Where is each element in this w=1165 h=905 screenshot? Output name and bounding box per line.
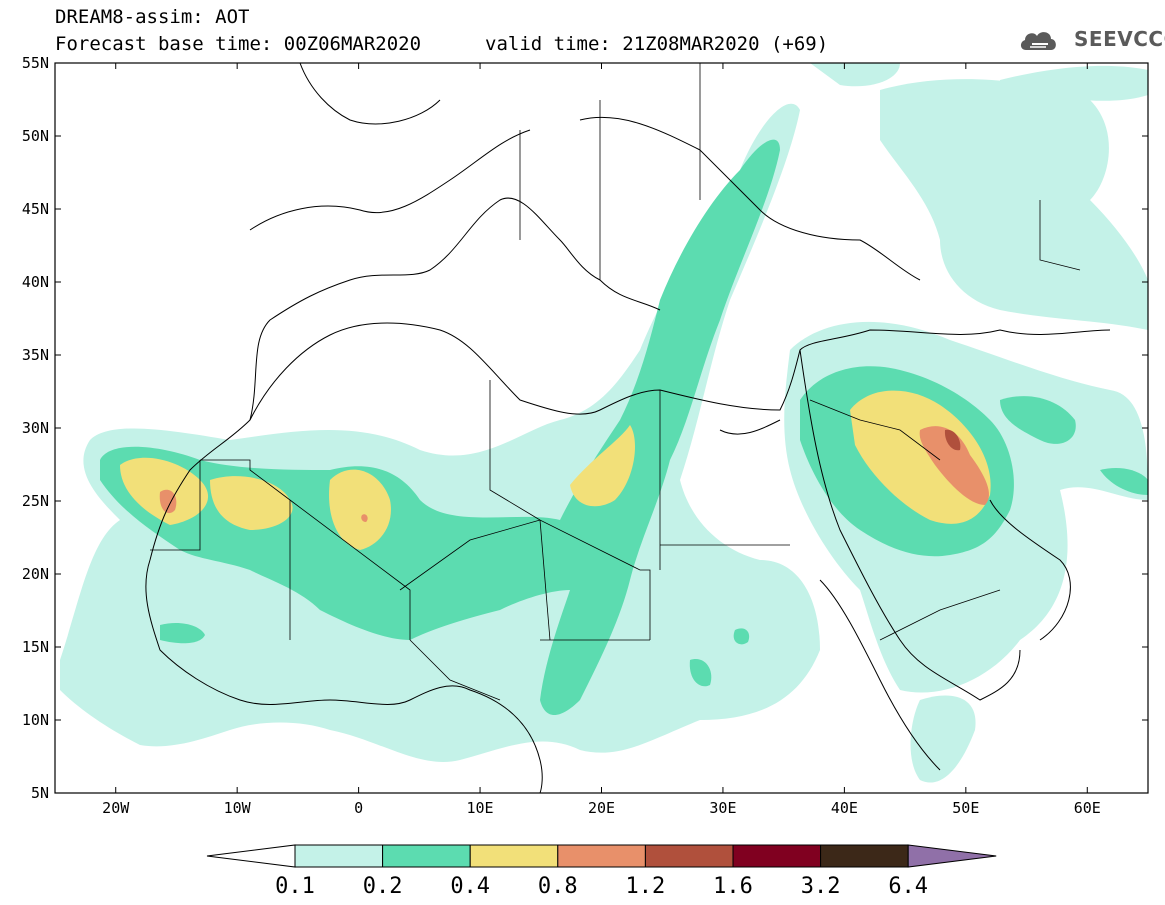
y-tick-label: 45N — [22, 200, 49, 218]
colorbar-label: 0.8 — [538, 874, 578, 899]
cloud-logo-icon — [1020, 32, 1056, 50]
axis-ticks: 20W 10W 0 10E 20E 30E 40E 50E 60E 55N 50N 45N 40N 35N… — [22, 54, 1148, 817]
borders — [150, 63, 1081, 701]
colorbar-label: 3.2 — [801, 874, 841, 899]
y-tick-label: 30N — [22, 419, 49, 437]
y-tick-label: 55N — [22, 54, 49, 72]
y-tick-label: 20N — [22, 565, 49, 583]
y-tick-label: 5N — [31, 784, 49, 802]
map-title: DREAM8-assim: AOT — [55, 6, 250, 28]
aot-shading — [60, 63, 1148, 783]
colorbar-label: 0.4 — [450, 874, 490, 899]
colorbar-swatch — [469, 844, 559, 868]
y-tick-label: 40N — [22, 273, 49, 291]
colorbar: 0.1 0.2 0.4 0.8 1.2 1.6 3.2 6.4 — [206, 844, 997, 899]
aot-level-0-4 — [120, 390, 991, 550]
x-tick-label: 40E — [831, 799, 858, 817]
colorbar-label: 6.4 — [888, 874, 928, 899]
coastlines — [145, 63, 1111, 793]
colorbar-swatch — [382, 844, 471, 868]
y-tick-label: 50N — [22, 127, 49, 145]
colorbar-swatch — [820, 844, 909, 868]
y-tick-label: 25N — [22, 492, 49, 510]
colorbar-low-arrow — [206, 844, 296, 868]
colorbar-label: 1.2 — [626, 874, 666, 899]
x-tick-label: 30E — [709, 799, 736, 817]
x-tick-label: 10E — [467, 799, 494, 817]
colorbar-swatch — [732, 844, 822, 868]
colorbar-label: 0.2 — [363, 874, 403, 899]
aot-level-0-8 — [159, 426, 990, 522]
x-tick-label: 20E — [588, 799, 615, 817]
logo-text: SEEVCCC — [1074, 27, 1165, 51]
y-tick-label: 15N — [22, 638, 49, 656]
colorbar-high-arrow — [907, 844, 997, 868]
x-tick-label: 0 — [354, 799, 363, 817]
colorbar-swatch — [557, 844, 646, 868]
y-tick-label: 10N — [22, 711, 49, 729]
colorbar-swatch — [644, 844, 734, 868]
colorbar-label: 0.1 — [275, 874, 315, 899]
x-tick-label: 50E — [952, 799, 979, 817]
x-tick-label: 20W — [102, 799, 130, 817]
y-tick-label: 35N — [22, 346, 49, 364]
colorbar-label: 1.6 — [713, 874, 753, 899]
x-tick-label: 10W — [224, 799, 252, 817]
colorbar-swatch — [294, 844, 384, 868]
valid-time: valid time: 21Z08MAR2020 (+69) — [485, 33, 829, 55]
aot-level-1-2 — [944, 429, 961, 451]
x-tick-label: 60E — [1074, 799, 1101, 817]
forecast-base-time: Forecast base time: 00Z06MAR2020 — [55, 33, 422, 55]
